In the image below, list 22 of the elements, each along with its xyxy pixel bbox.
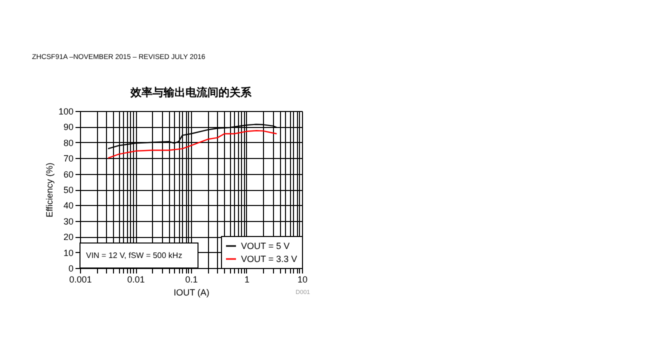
y-tick-label: 30 [63, 216, 74, 226]
y-tick-label: 10 [63, 248, 74, 258]
x-tick-label: 0.01 [127, 274, 145, 284]
legend-label: VOUT = 5 V [241, 241, 290, 251]
y-tick-label: 60 [63, 169, 74, 180]
y-tick-label: 40 [63, 200, 74, 211]
x-tick-label: 10 [297, 274, 308, 284]
x-tick-label: 0.001 [69, 274, 92, 284]
chart-title: 效率与输出电流间的关系 [130, 86, 252, 99]
annotation: VIN = 12 V, fSW = 500 kHz [86, 251, 182, 260]
y-tick-label: 90 [63, 122, 74, 132]
y-tick-label: 50 [63, 185, 74, 195]
y-tick-label: 20 [63, 232, 74, 242]
y-tick-label: 80 [63, 138, 74, 148]
x-tick-label: 0.1 [185, 274, 198, 284]
y-tick-label: 0 [68, 264, 74, 274]
x-axis-title: IOUT (A) [174, 288, 210, 298]
y-tick-label: 70 [63, 154, 74, 164]
y-axis-title: Efficiency (%) [44, 162, 54, 218]
x-tick-label: 1 [244, 274, 250, 284]
y-tick-label: 100 [58, 106, 74, 116]
legend-label: VOUT = 3.3 V [241, 254, 298, 264]
